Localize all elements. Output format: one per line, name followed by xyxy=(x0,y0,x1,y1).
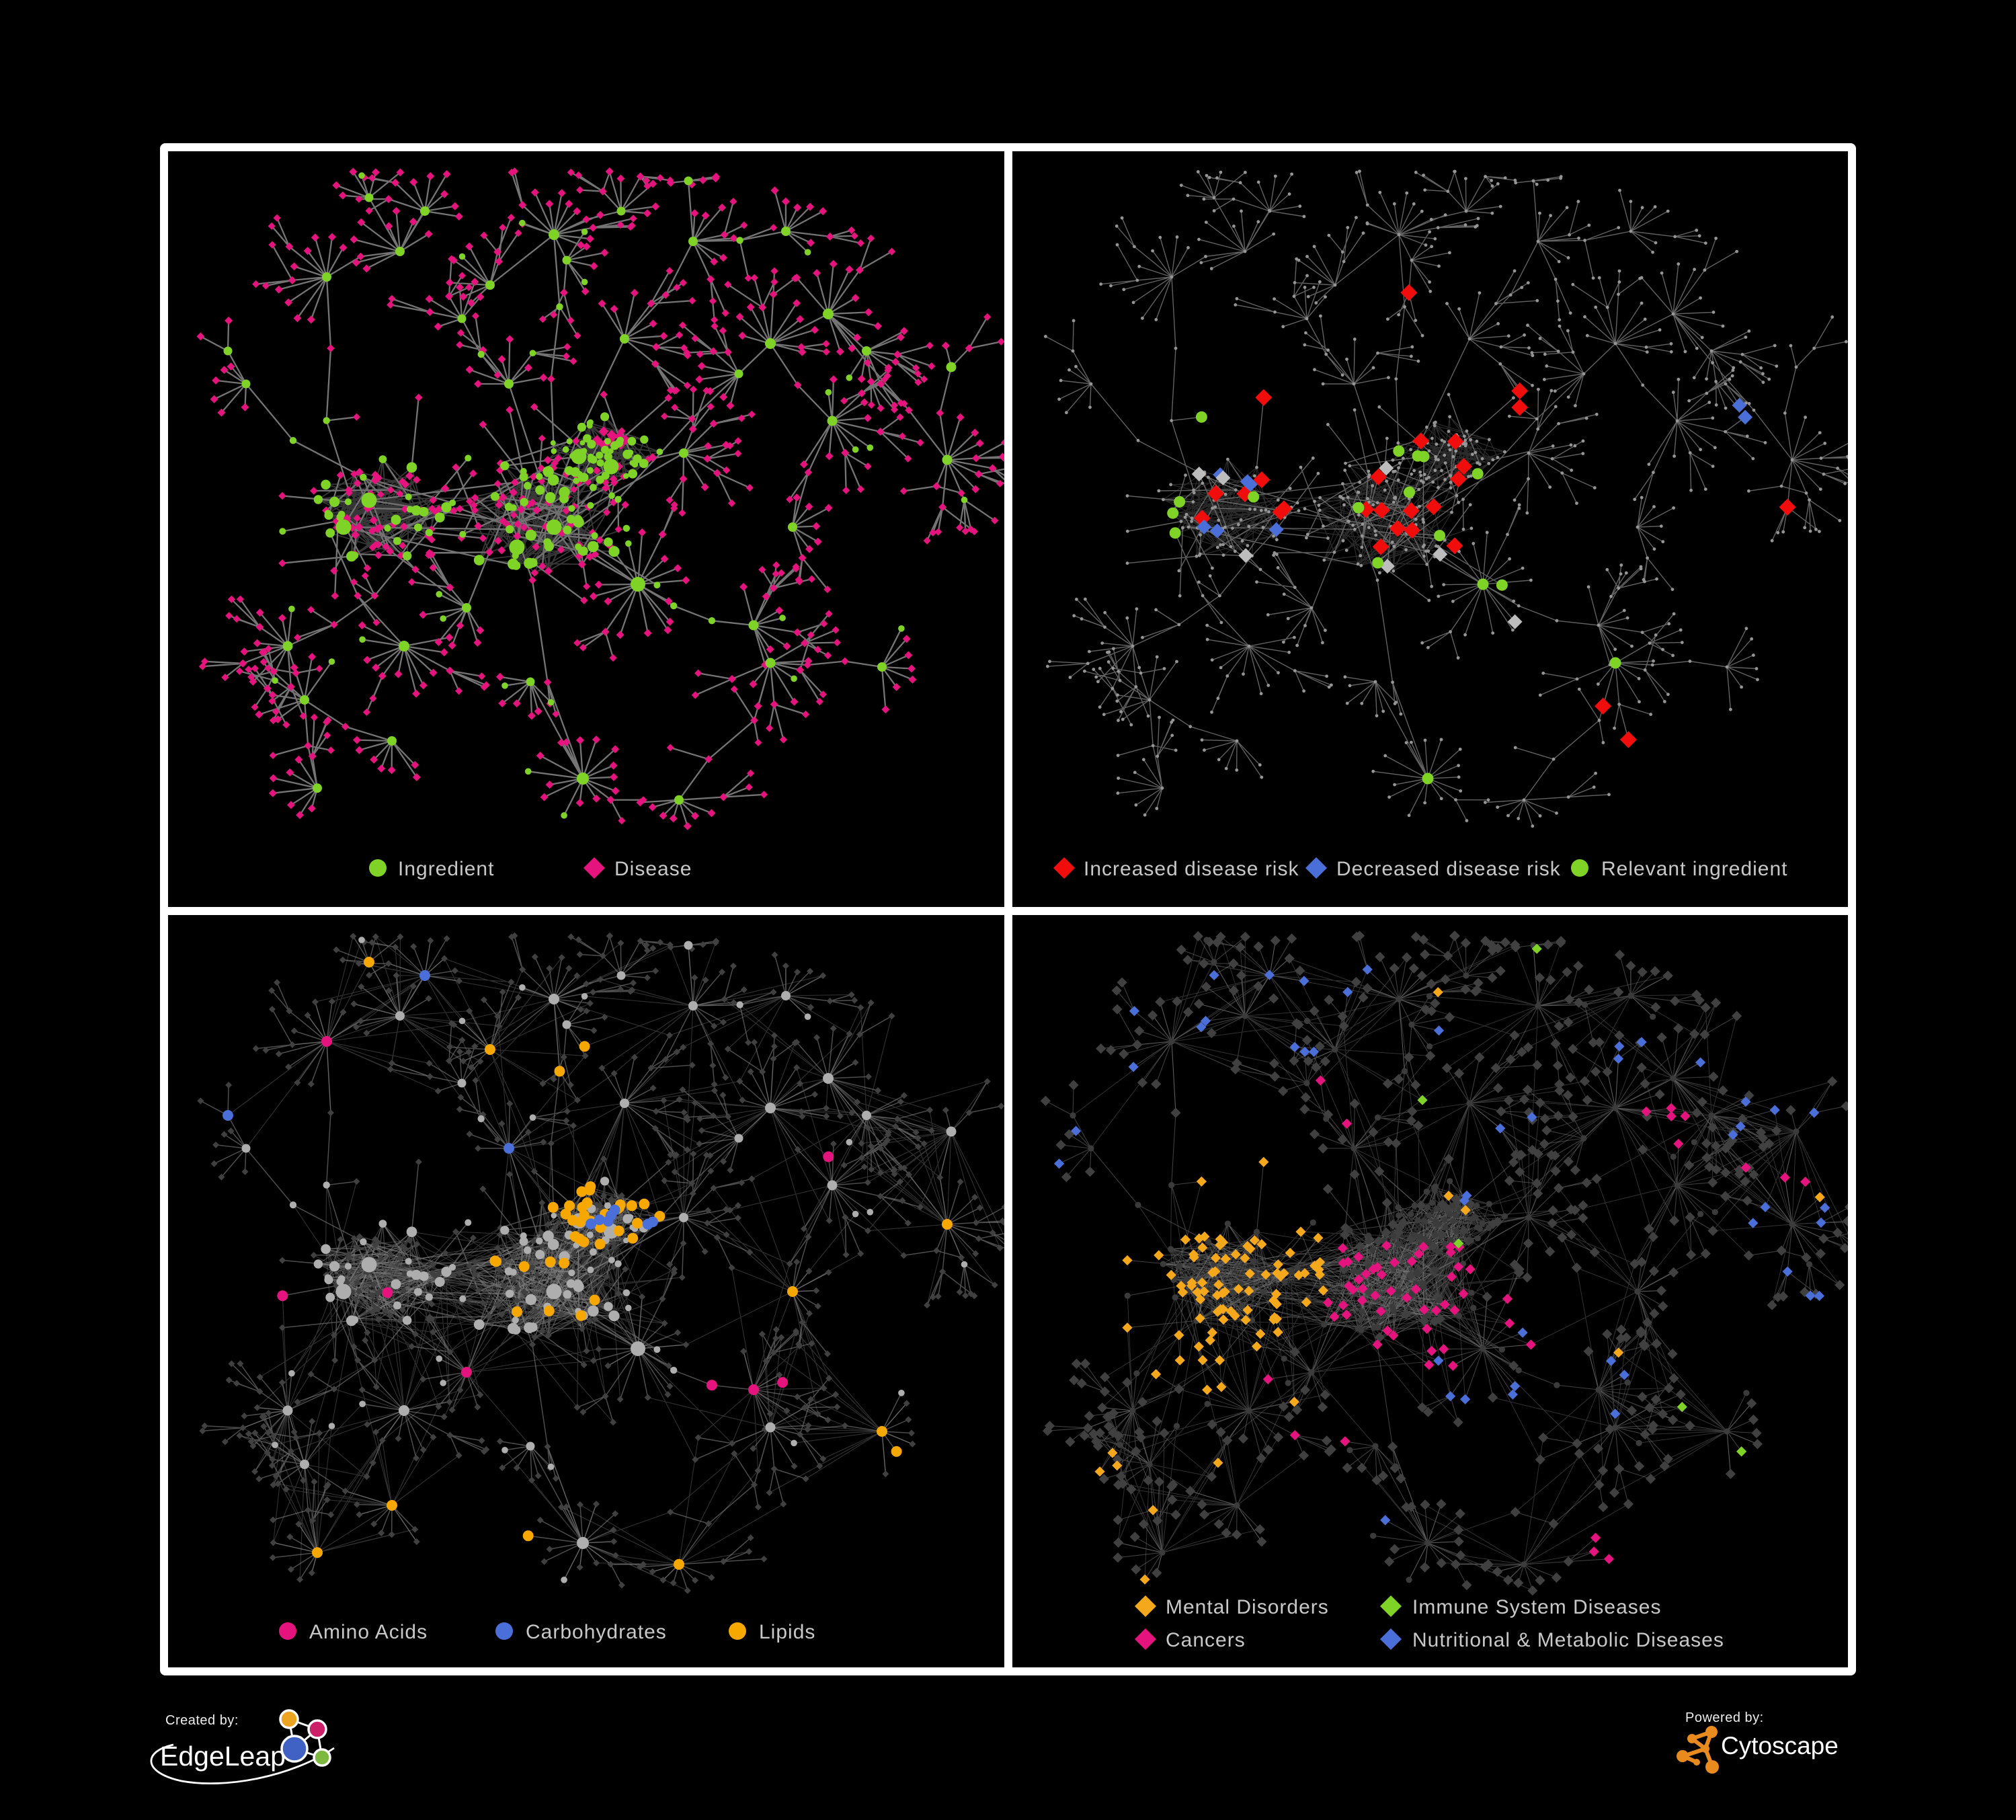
svg-text:Immune System Diseases: Immune System Diseases xyxy=(1412,1596,1661,1618)
svg-text:Relevant ingredient: Relevant ingredient xyxy=(1601,858,1788,880)
svg-text:Increased disease risk: Increased disease risk xyxy=(1084,858,1299,880)
svg-text:EdgeLeap: EdgeLeap xyxy=(160,1741,286,1772)
svg-text:Amino Acids: Amino Acids xyxy=(309,1621,428,1643)
svg-text:Ingredient: Ingredient xyxy=(398,858,494,880)
svg-text:Mental Disorders: Mental Disorders xyxy=(1166,1596,1329,1618)
svg-text:Powered by:: Powered by: xyxy=(1685,1710,1764,1725)
svg-text:Cancers: Cancers xyxy=(1166,1629,1246,1651)
svg-text:Disease: Disease xyxy=(614,858,692,880)
svg-text:Carbohydrates: Carbohydrates xyxy=(526,1621,667,1643)
svg-text:Lipids: Lipids xyxy=(759,1621,815,1643)
svg-text:Nutritional & Metabolic Diseas: Nutritional & Metabolic Diseases xyxy=(1412,1629,1724,1651)
svg-text:Cytoscape: Cytoscape xyxy=(1721,1732,1839,1759)
svg-text:Decreased disease risk: Decreased disease risk xyxy=(1336,858,1561,880)
svg-text:Created by:: Created by: xyxy=(165,1713,239,1728)
